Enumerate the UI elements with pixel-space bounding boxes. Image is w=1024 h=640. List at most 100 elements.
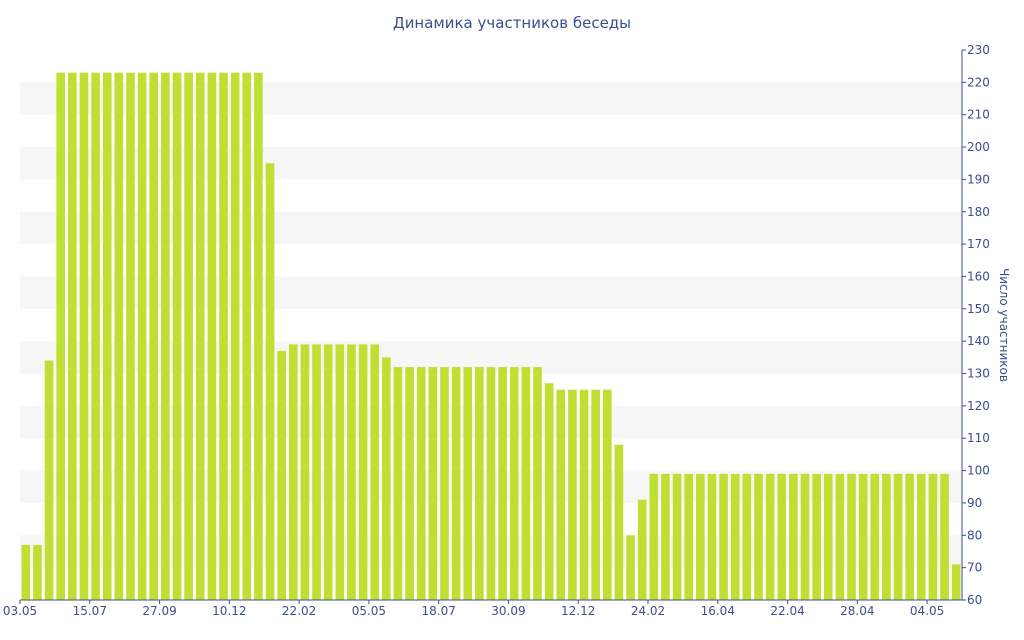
bar <box>428 367 438 600</box>
bar <box>951 564 961 600</box>
bar <box>405 367 414 600</box>
chart-title: Динамика участников беседы <box>393 14 631 32</box>
x-tick-label: 12.12 <box>561 604 595 618</box>
bar <box>126 72 135 601</box>
y-tick-label: 90 <box>967 496 982 510</box>
bar <box>905 473 914 600</box>
bar <box>521 367 531 600</box>
bar <box>823 473 833 600</box>
bar <box>486 367 496 600</box>
bar <box>79 72 89 601</box>
bar <box>916 473 926 600</box>
bar <box>893 473 903 600</box>
bar <box>288 344 298 600</box>
x-tick-label: 03.05 <box>3 604 37 618</box>
bar <box>928 473 938 600</box>
bar <box>172 72 182 601</box>
y-tick-label: 230 <box>967 43 990 57</box>
bar <box>533 367 542 600</box>
y-tick-label: 80 <box>967 528 982 542</box>
bar <box>277 350 286 600</box>
bar <box>800 473 810 600</box>
y-tick-label: 160 <box>967 269 990 283</box>
x-axis: 03.05 15.07 27.09 10.12 22.02 05.05 18.07 30.09… <box>3 599 962 618</box>
bar <box>137 72 147 601</box>
y-tick-label: 60 <box>967 593 982 607</box>
bar <box>498 367 507 600</box>
bar <box>149 72 159 601</box>
bar <box>696 473 705 600</box>
bar <box>114 72 124 601</box>
bar <box>556 389 566 600</box>
x-tick-label: 24.02 <box>631 604 665 618</box>
y-tick-label: 150 <box>967 302 990 316</box>
bar <box>672 473 682 600</box>
y-tick-label: 130 <box>967 367 990 381</box>
bar <box>56 72 66 601</box>
bars <box>21 72 961 601</box>
x-tick-label: 28.04 <box>840 604 874 618</box>
bar <box>661 473 670 600</box>
bar <box>416 367 426 600</box>
x-tick-label: 30.09 <box>491 604 525 618</box>
bar <box>347 344 356 600</box>
bar <box>707 473 717 600</box>
bar <box>649 473 659 600</box>
bar <box>940 473 949 600</box>
x-tick-label: 22.04 <box>770 604 804 618</box>
x-tick-label: 18.07 <box>421 604 455 618</box>
bar <box>509 367 519 600</box>
bar <box>207 72 217 601</box>
bar <box>870 473 880 600</box>
bar <box>440 367 449 600</box>
y-tick-label: 110 <box>967 431 990 445</box>
bar <box>230 72 240 601</box>
y-axis-label: Число участников <box>997 268 1011 382</box>
bar <box>626 535 635 600</box>
bar <box>882 473 891 600</box>
bar <box>44 360 54 600</box>
x-tick-label: 05.05 <box>352 604 386 618</box>
bar <box>254 72 263 601</box>
y-tick-label: 180 <box>967 205 990 219</box>
bar <box>475 367 484 600</box>
x-tick-label: 22.02 <box>282 604 316 618</box>
y-tick-label: 220 <box>967 75 990 89</box>
bar <box>195 72 205 601</box>
bar <box>219 72 228 601</box>
y-tick-label: 210 <box>967 108 990 122</box>
bar <box>789 473 798 600</box>
bar <box>335 344 345 600</box>
bar <box>393 367 403 600</box>
bar <box>602 389 612 600</box>
bar <box>21 545 31 600</box>
bar <box>684 473 694 600</box>
bar <box>312 344 321 600</box>
bar <box>370 344 380 600</box>
bar <box>858 473 868 600</box>
y-tick-label: 200 <box>967 140 990 154</box>
y-tick-label: 140 <box>967 334 990 348</box>
bar <box>68 72 77 601</box>
bar <box>754 473 763 600</box>
bar <box>730 473 740 600</box>
bar <box>33 545 42 600</box>
y-axis: 60 70 80 90 100 110 120 130 140 150 160 170 180 190 20… <box>961 43 990 607</box>
bar <box>742 473 752 600</box>
x-tick-label: 27.09 <box>142 604 176 618</box>
bar <box>579 389 589 600</box>
bar <box>591 389 600 600</box>
bar <box>637 499 647 600</box>
bar <box>161 72 170 601</box>
y-tick-label: 120 <box>967 399 990 413</box>
x-tick-label: 16.04 <box>701 604 735 618</box>
bar <box>382 357 391 600</box>
bar <box>765 473 775 600</box>
bar <box>777 473 787 600</box>
y-tick-label: 70 <box>967 561 982 575</box>
bar <box>568 389 577 600</box>
y-tick-label: 190 <box>967 172 990 186</box>
x-tick-label: 04.05 <box>910 604 944 618</box>
y-tick-label: 100 <box>967 464 990 478</box>
